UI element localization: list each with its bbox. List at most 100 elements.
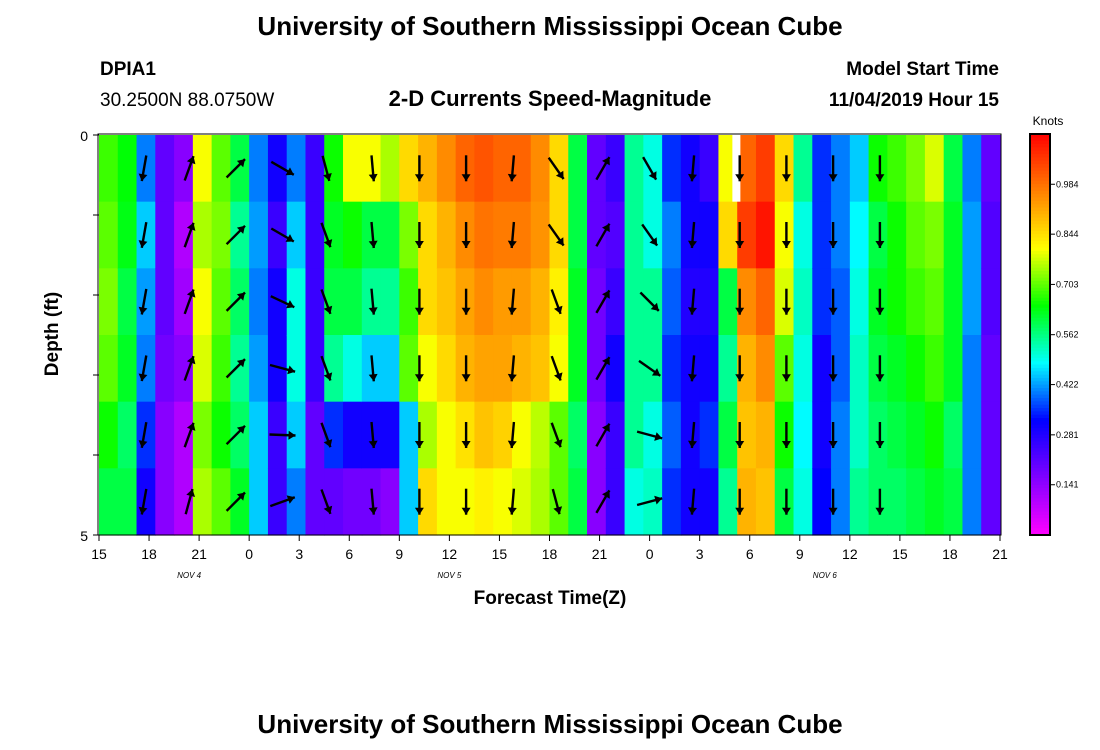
current-vector-head (323, 439, 333, 448)
colorbar-segment (1030, 351, 1050, 356)
current-vector-head (414, 241, 424, 248)
heatmap-cell (136, 335, 156, 403)
heatmap-cell (699, 268, 720, 336)
heatmap-cell (343, 135, 363, 203)
colorbar-segment (1030, 384, 1050, 389)
colorbar-unit: Knots (1033, 114, 1064, 128)
colorbar-segment (1030, 207, 1050, 212)
heatmap-cell (436, 201, 457, 269)
current-vector-head (688, 373, 697, 382)
heatmap-cell (587, 135, 607, 203)
heatmap-cell (774, 135, 795, 203)
colorbar-segment (1030, 461, 1050, 466)
heatmap-cell (737, 135, 757, 203)
colorbar-segment (1030, 134, 1050, 138)
heatmap-cell (436, 335, 457, 403)
heatmap-cell (887, 335, 907, 403)
current-vector-head (602, 157, 610, 166)
y-tick-label: 0 (80, 128, 88, 144)
colorbar-segment (1030, 458, 1050, 463)
heatmap-cell (474, 135, 494, 203)
heatmap-cell (286, 135, 307, 203)
current-vector-head (602, 423, 610, 433)
current-vector-head (368, 307, 378, 315)
colorbar-segment (1030, 237, 1050, 242)
heatmap-cell (230, 401, 250, 469)
heatmap-cell (249, 468, 269, 536)
colorbar-segment (1030, 311, 1050, 316)
colorbar-segment (1030, 454, 1050, 459)
current-vector-head (138, 306, 148, 315)
current-vector-head (414, 307, 424, 315)
heatmap-cell (774, 335, 795, 403)
colorbar-segment (1030, 281, 1050, 285)
colorbar-segment (1030, 518, 1050, 523)
station-id: DPIA1 (100, 59, 156, 80)
current-vector-head (649, 237, 658, 246)
heatmap-cell (530, 468, 551, 536)
colorbar-segment (1030, 371, 1050, 376)
heatmap-cell (643, 268, 663, 336)
heatmap-cell (737, 268, 757, 336)
current-vector-head (735, 507, 745, 515)
heatmap-cell (305, 201, 325, 269)
current-vector-head (828, 507, 838, 515)
colorbar-segment (1030, 364, 1050, 369)
colorbar-segment (1030, 357, 1050, 362)
heatmap-cell (211, 335, 231, 403)
heatmap-cell (831, 468, 851, 536)
colorbar-segment (1030, 160, 1050, 165)
heatmap-cell (267, 335, 288, 403)
heatmap-cell (399, 335, 419, 403)
colorbar-segment (1030, 291, 1050, 295)
current-vector-head (828, 174, 838, 182)
colorbar-segment (1030, 468, 1050, 473)
colorbar-segment (1030, 344, 1050, 349)
heatmap-cell (868, 268, 888, 336)
heatmap-cell (192, 268, 213, 336)
heatmap-cell (812, 468, 832, 536)
colorbar-segment (1030, 227, 1050, 232)
current-vector-head (688, 240, 697, 248)
station-coordinates: 30.2500N 88.0750W (100, 90, 274, 111)
current-vector-head (138, 506, 148, 515)
colorbar-segment (1030, 197, 1050, 202)
heatmap-cell (624, 401, 644, 469)
heatmap-cell (511, 401, 532, 469)
heatmap-cell (155, 335, 175, 403)
current-vector-head (602, 357, 610, 366)
heatmap-cell (718, 335, 738, 403)
heatmap-cell (530, 268, 551, 336)
colorbar-segment (1030, 267, 1050, 272)
heatmap-cell (493, 335, 513, 403)
current-vector-head (507, 173, 517, 182)
current-vector-head (781, 174, 791, 182)
heatmap-cell (906, 401, 926, 469)
date-label: NOV 5 (437, 571, 462, 580)
current-vector-head (288, 430, 296, 440)
heatmap-cell (887, 468, 907, 536)
current-vector-head (323, 372, 333, 381)
heatmap-cell (343, 468, 363, 536)
heatmap-cell (418, 401, 438, 469)
heatmap-cell (737, 468, 757, 536)
colorbar-segment (1030, 301, 1050, 306)
heatmap-cell (924, 268, 945, 336)
heatmap-cell (511, 335, 532, 403)
colorbar-segment (1030, 204, 1050, 209)
current-vector-head (287, 365, 296, 375)
colorbar-segment (1030, 137, 1050, 142)
heatmap-cell (267, 201, 288, 269)
heatmap-cell (136, 135, 156, 203)
heatmap-cell (343, 335, 363, 403)
current-vector-head (414, 174, 424, 182)
heatmap-cell (906, 268, 926, 336)
current-vector-head (323, 173, 332, 181)
heatmap-cell (343, 401, 363, 469)
heatmap-cell (192, 468, 213, 536)
colorbar-segment (1030, 354, 1050, 359)
heatmap-cell (680, 401, 701, 469)
colorbar-segment (1030, 257, 1050, 262)
heatmap-cell (962, 335, 982, 403)
heatmap-cell (962, 135, 982, 203)
